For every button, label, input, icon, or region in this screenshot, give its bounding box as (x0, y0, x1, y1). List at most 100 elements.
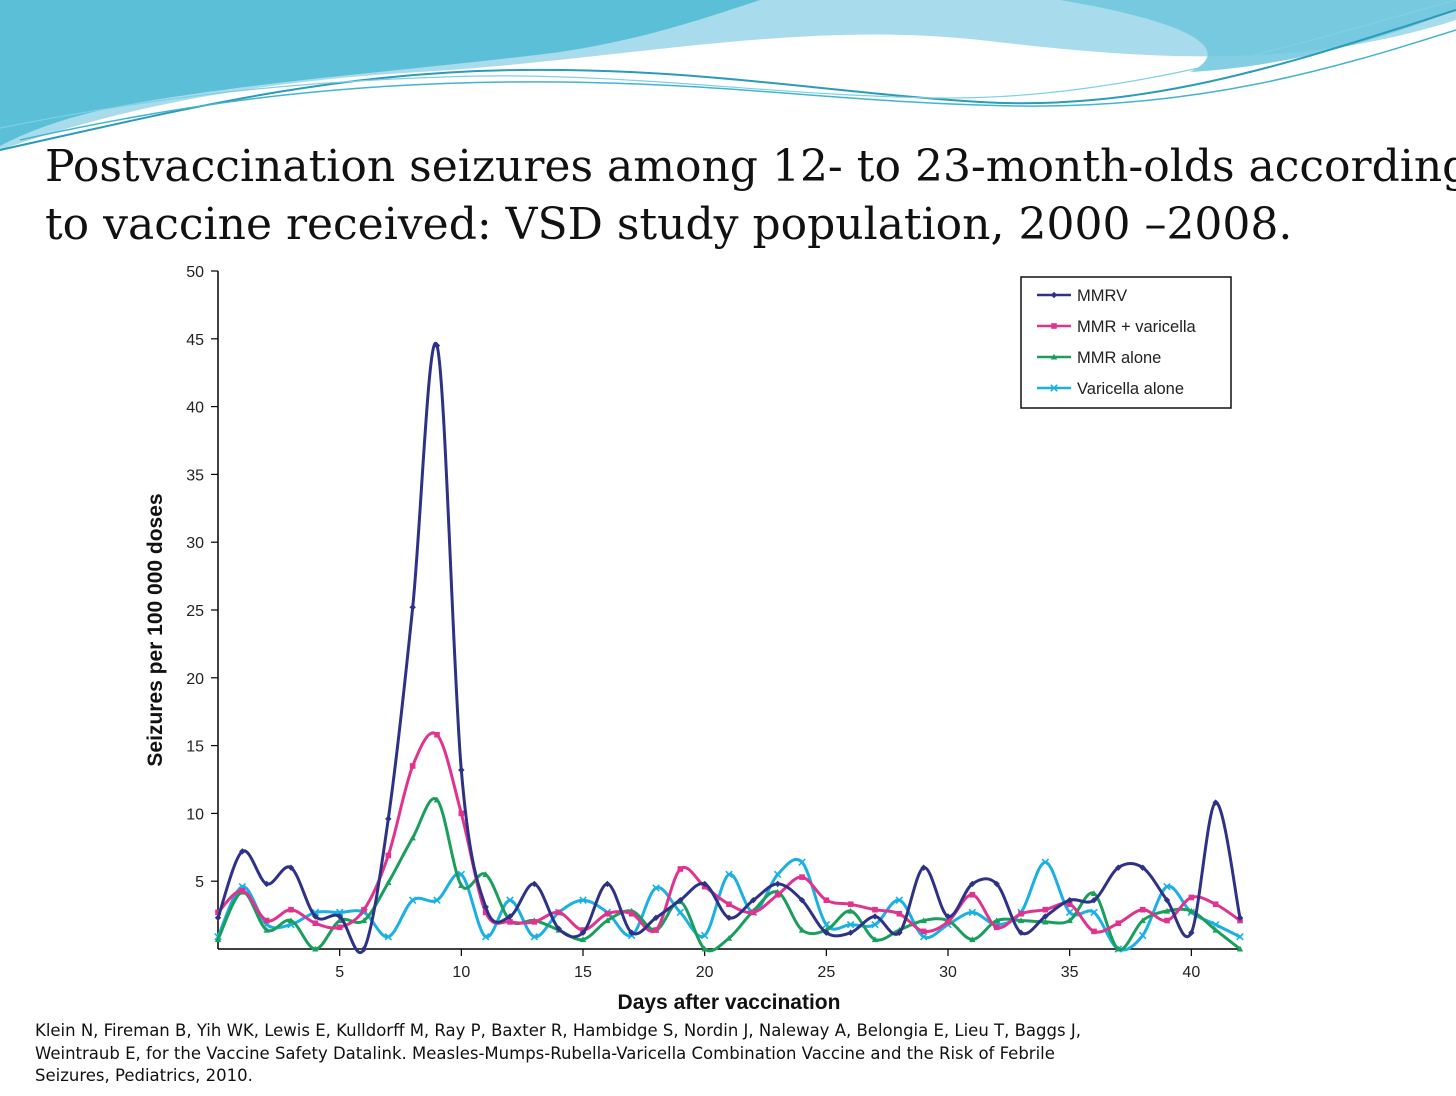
data-point-mmr-varicella (409, 763, 416, 769)
data-point-mmrv (701, 880, 708, 888)
data-point-varicella-alone (1041, 858, 1050, 866)
data-point-mmr-varicella (993, 924, 1000, 931)
data-point-mmrv (944, 913, 952, 920)
data-point-mmr-varicella (434, 731, 440, 738)
data-point-mmrv (336, 913, 343, 920)
legend-label-mmr-alone: MMR alone (1077, 349, 1161, 367)
data-point-varicella-alone (1065, 908, 1074, 917)
data-point-mmr-alone (1066, 917, 1073, 924)
data-point-mmrv (993, 880, 1000, 888)
data-point-mmrv (1115, 864, 1122, 871)
data-point-mmr-varicella (1164, 917, 1170, 924)
data-point-mmr-varicella (799, 874, 805, 880)
data-point-mmr-alone (482, 871, 489, 877)
legend-marker-varicella-alone (1050, 384, 1058, 392)
y-tick-label: 50 (186, 264, 204, 281)
data-point-mmrv (725, 914, 733, 922)
data-point-mmrv (920, 864, 927, 871)
data-point-mmr-alone (1163, 907, 1171, 914)
series-mmrv (214, 341, 1244, 954)
data-point-mmrv (579, 929, 587, 936)
data-point-mmr-varicella (555, 909, 562, 916)
x-tick-label: 40 (1182, 964, 1200, 981)
data-point-varicella-alone (919, 933, 928, 941)
data-point-mmrv (750, 896, 757, 904)
data-point-mmr-varicella (1212, 901, 1219, 908)
data-point-mmr-alone (1212, 926, 1219, 933)
data-point-mmr-alone (847, 907, 854, 914)
x-tick-label: 5 (335, 964, 344, 981)
data-point-mmrv (1066, 896, 1073, 904)
data-point-mmr-alone (336, 917, 343, 924)
data-point-mmr-varicella (263, 917, 270, 924)
data-point-mmrv (409, 604, 416, 611)
slide-title-line-1: Postvaccination seizures among 12- to 23… (45, 141, 1456, 192)
data-point-mmr-alone (287, 917, 295, 924)
legend-item-mmr-alone: MMR alone (1037, 349, 1161, 367)
data-point-mmr-alone (263, 926, 270, 933)
wave-line-1 (0, 9, 1456, 151)
data-point-mmr-varicella (920, 928, 927, 935)
data-point-mmr-varicella (288, 906, 294, 913)
data-point-mmrv (433, 342, 441, 349)
data-point-mmrv (1212, 799, 1219, 806)
wave-line-2 (19, 29, 1456, 141)
data-point-mmr-varicella (677, 866, 684, 872)
data-point-varicella-alone (481, 933, 490, 941)
data-point-mmrv (1139, 864, 1146, 871)
x-tick-label: 20 (696, 964, 714, 981)
data-point-mmrv (1188, 929, 1195, 936)
data-point-mmr-varicella (1042, 906, 1049, 913)
data-point-varicella-alone (652, 884, 660, 892)
data-point-mmr-alone (969, 936, 976, 943)
data-point-mmrv (1236, 914, 1244, 922)
data-point-mmr-alone (701, 945, 708, 952)
data-point-mmrv (1017, 929, 1025, 936)
legend-marker-mmr-varicella (1051, 323, 1057, 329)
data-point-varicella-alone (846, 920, 855, 929)
data-point-varicella-alone (676, 908, 685, 917)
data-point-mmr-varicella (1188, 894, 1195, 901)
data-point-mmrv (871, 913, 879, 920)
x-tick-label: 10 (452, 964, 470, 981)
data-point-mmr-alone (214, 936, 222, 943)
data-point-mmrv (385, 815, 392, 823)
data-point-mmrv (263, 880, 270, 888)
data-point-mmr-varicella (653, 927, 659, 933)
data-point-mmr-varicella (1018, 910, 1024, 917)
data-point-mmrv (969, 880, 976, 888)
data-point-varicella-alone (433, 896, 441, 904)
data-point-mmrv (214, 914, 222, 922)
data-point-mmr-varicella (823, 897, 830, 903)
citation-line-2: Weintraub E, for the Vaccine Safety Data… (35, 1043, 1055, 1063)
data-point-mmr-alone (433, 796, 441, 803)
y-tick-label: 10 (186, 806, 204, 823)
legend-marker-mmr-alone (1050, 353, 1058, 360)
y-tick-label: 45 (186, 332, 204, 349)
data-point-mmr-alone (1042, 918, 1049, 925)
data-point-varicella-alone (1090, 908, 1098, 917)
data-point-mmr-varicella (726, 901, 732, 908)
data-point-mmrv (482, 903, 489, 911)
data-point-mmrv (847, 929, 854, 936)
data-point-mmr-alone (1188, 907, 1195, 914)
data-point-mmr-alone (409, 834, 416, 841)
data-point-mmr-alone (920, 917, 927, 924)
y-axis-title: Seizures per 100 000 doses (145, 493, 167, 766)
data-point-mmr-varicella (628, 910, 635, 917)
data-point-mmrv (360, 945, 368, 953)
data-point-mmrv (287, 864, 295, 871)
x-tick-label: 35 (1061, 964, 1079, 981)
data-point-mmr-alone (798, 926, 806, 933)
data-point-mmrv (1090, 896, 1098, 904)
citation-line-3: Seizures, Pediatrics, 2010. (35, 1066, 253, 1085)
data-point-mmr-varicella (239, 887, 246, 894)
data-point-mmr-alone (458, 882, 465, 888)
legend-label-mmrv: MMRV (1077, 287, 1127, 305)
data-point-mmr-varicella (385, 852, 392, 859)
data-point-mmr-varicella (774, 891, 781, 898)
legend-label-varicella-alone: Varicella alone (1077, 380, 1184, 398)
data-point-mmr-alone (1090, 890, 1098, 896)
data-point-mmr-varicella (896, 910, 903, 917)
data-point-varicella-alone (408, 896, 417, 904)
